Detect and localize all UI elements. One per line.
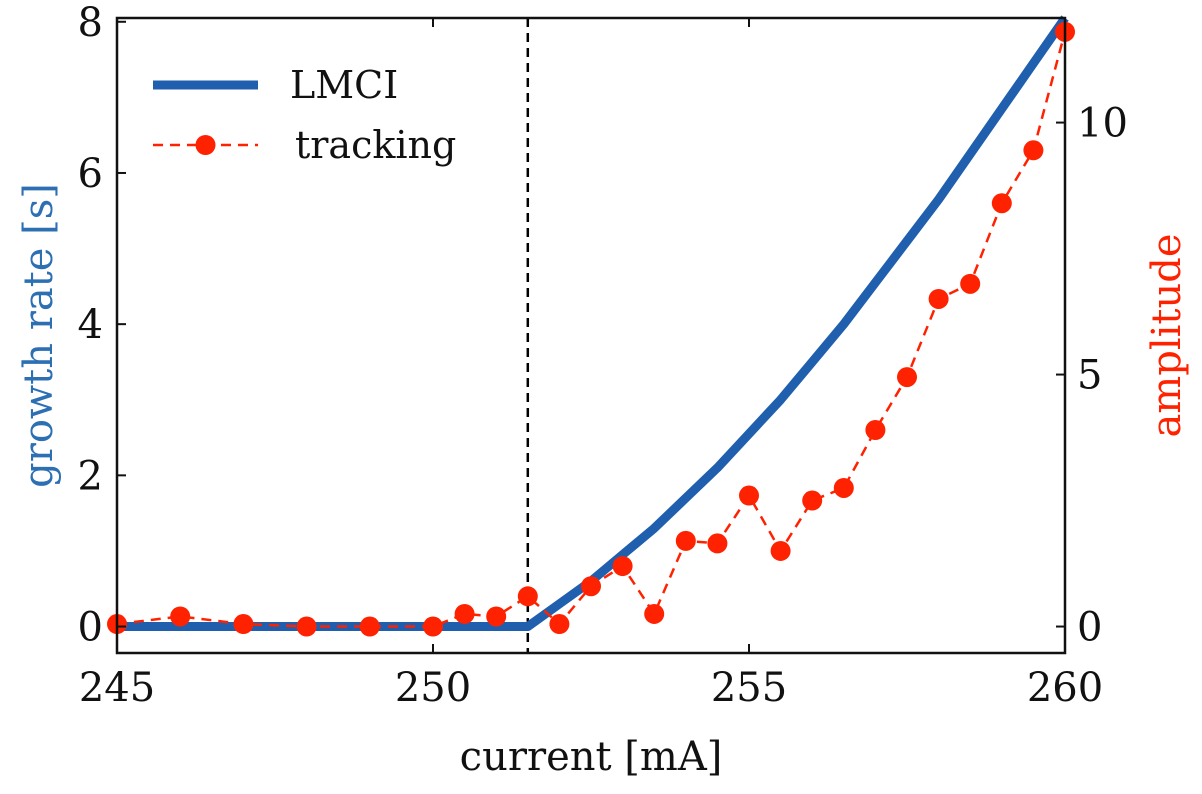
data-point-tracking: [928, 288, 949, 309]
data-point-tracking: [233, 614, 254, 635]
x-tick-label: 245: [79, 665, 155, 711]
data-point-tracking: [517, 586, 538, 607]
data-point-tracking: [770, 540, 791, 561]
data-point-tracking: [423, 616, 443, 637]
data-point-tracking: [170, 606, 191, 627]
legend-marker-tracking: [195, 135, 216, 155]
legend-label-tracking: tracking: [295, 123, 456, 167]
x-axis-title: current [mA]: [460, 734, 723, 780]
data-point-tracking: [991, 193, 1012, 214]
y-tick-label-left: 2: [78, 453, 103, 499]
data-point-tracking: [296, 616, 317, 637]
series-line-lmci: [117, 15, 1069, 632]
data-point-tracking: [960, 273, 981, 294]
data-point-tracking: [359, 616, 380, 637]
legend-label-lmci: LMCI: [290, 63, 398, 107]
data-point-tracking: [833, 477, 854, 498]
y-tick-label-right: 0: [1077, 605, 1102, 651]
y-axis-title-right: amplitude: [1144, 233, 1190, 437]
x-tick-label: 250: [395, 665, 471, 711]
series-line-tracking: [116, 31, 1067, 628]
data-point-tracking: [581, 576, 601, 597]
y-tick-label-right: 10: [1077, 101, 1128, 147]
data-point-tracking: [865, 419, 886, 440]
x-tick-label: 255: [711, 665, 787, 711]
y-tick-label-left: 8: [78, 0, 103, 46]
data-point-tracking: [612, 556, 633, 577]
data-point-tracking: [486, 606, 507, 627]
axes-layer: 245 250 255 260 0 2 4 6 8 0 5 10: [78, 0, 1128, 711]
data-point-tracking: [1023, 140, 1044, 161]
data-point-tracking: [454, 603, 475, 624]
data-point-tracking: [675, 530, 696, 551]
legend: LMCI tracking: [153, 63, 456, 167]
x-tick-label: 260: [1027, 665, 1103, 711]
data-point-tracking: [739, 485, 759, 506]
y-tick-label-left: 6: [78, 151, 103, 197]
y-tick-label-left: 0: [78, 605, 103, 651]
data-point-tracking: [802, 490, 823, 511]
data-point-tracking: [549, 614, 570, 635]
data-point-tracking: [707, 533, 728, 554]
y-tick-label-right: 5: [1077, 353, 1102, 399]
y-tick-label-left: 4: [78, 302, 103, 348]
data-point-tracking: [644, 603, 665, 624]
data-point-tracking: [897, 367, 917, 388]
y-axis-title-left: growth rate [s]: [16, 183, 62, 488]
data-layer: [107, 15, 1075, 653]
plot-frame: [115, 16, 1067, 655]
